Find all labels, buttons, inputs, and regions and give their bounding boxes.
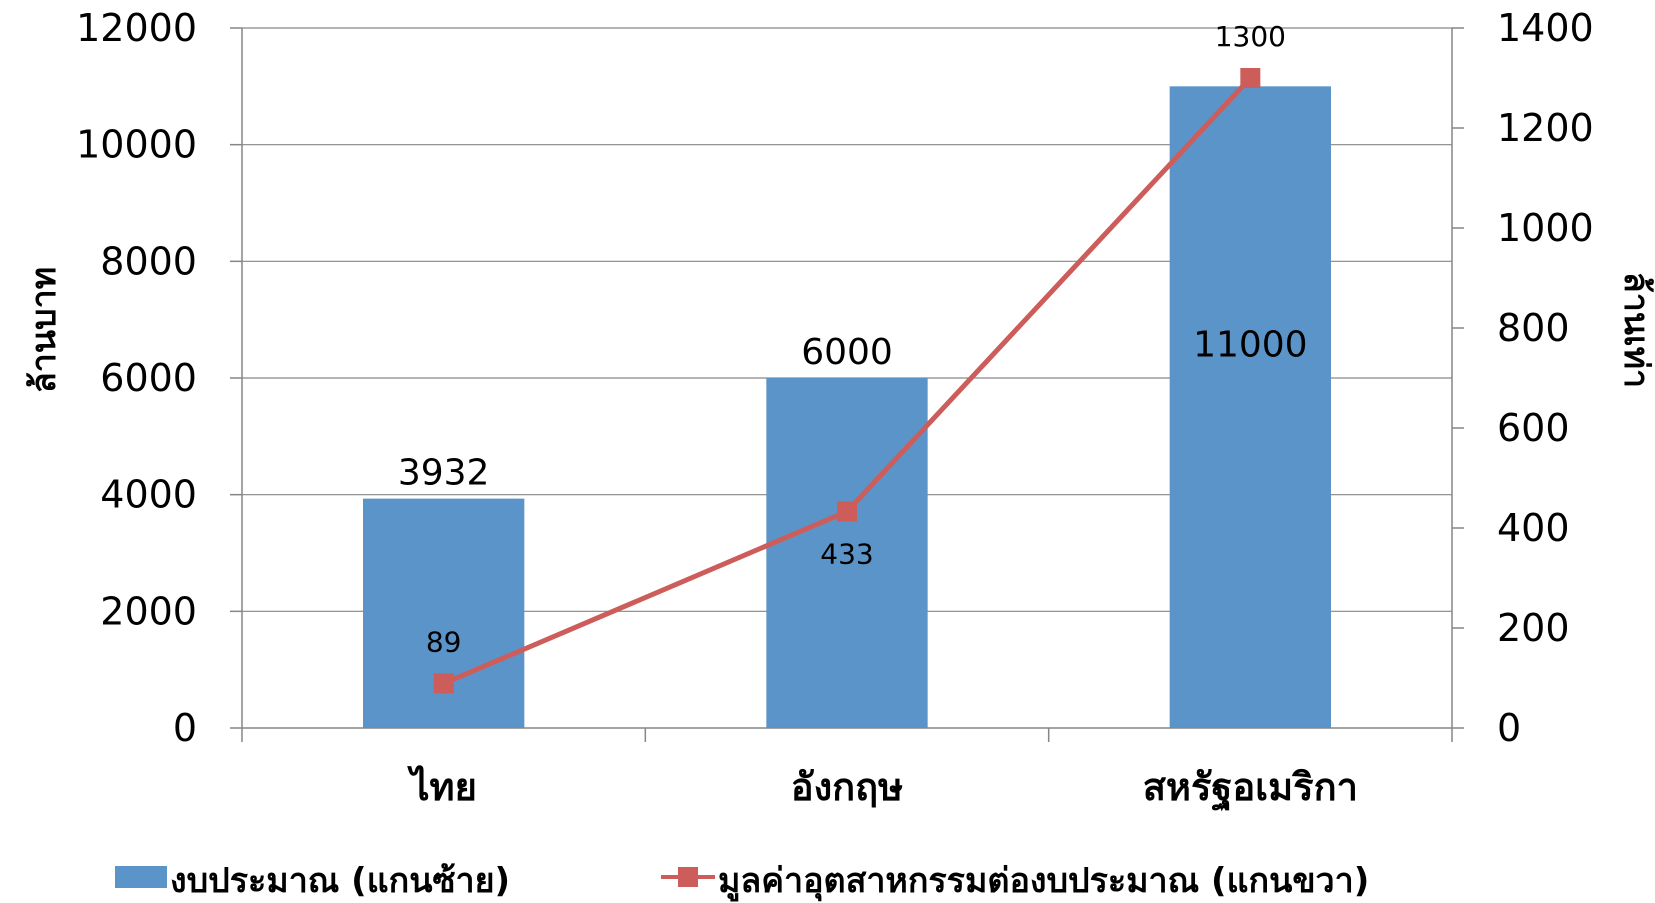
bar-series [363,86,1331,729]
line-series [433,68,1261,694]
y2-axis-title: ล้านเท่า [1616,272,1655,388]
y-tick-label: 12000 [76,6,197,50]
y2-tick-label: 1000 [1497,206,1594,250]
bar [363,498,525,728]
y-tick-label: 10000 [76,123,197,167]
line-data-label: 89 [426,626,462,659]
x-tick-label: ไทย [406,765,476,809]
bar-data-label: 3932 [398,453,490,494]
y-axis-title: ล้านบาท [24,267,64,393]
y-tick-label: 8000 [100,239,197,283]
legend-label-line: มูลค่าอุตสาหกรรมต่องบประมาณ (แกนขวา) [718,861,1369,902]
y2-tick-label: 1200 [1497,106,1594,150]
legend-swatch-bar [115,866,167,888]
y2-tick-label: 200 [1497,606,1570,650]
y-tick-label: 4000 [100,473,197,517]
bar-data-label: 11000 [1193,324,1308,365]
legend-swatch-marker [678,867,698,887]
x-tick-label: สหรัฐอเมริกา [1143,765,1358,812]
y2-tick-label: 600 [1497,406,1570,450]
bar-data-label: 6000 [801,332,893,373]
y-tick-label: 6000 [100,356,197,400]
data-labels: 3932 6000 11000 89 433 1300 [398,20,1308,659]
y2-tick-label: 1400 [1497,6,1594,50]
y2-tick-label: 400 [1497,506,1570,550]
line-marker [837,501,857,522]
line-marker [1240,68,1261,88]
bar [766,378,928,728]
y-tick-label: 2000 [100,589,197,633]
x-tick-label: อังกฤษ [791,765,903,809]
y2-tick-label: 0 [1497,706,1521,750]
line-data-label: 1300 [1215,20,1286,53]
axes: 0 2000 4000 6000 8000 10000 12000 0 200 400 600 800… [76,6,1594,812]
bar [1169,86,1331,729]
y2-tick-label: 800 [1497,306,1570,350]
legend: งบประมาณ (แกนซ้าย) มูลค่าอุตสาหกรรมต่องบ… [115,861,1369,902]
legend-label-bar: งบประมาณ (แกนซ้าย) [170,861,510,901]
line-marker [433,673,454,694]
y-tick-label: 0 [173,706,197,750]
line-data-label: 433 [820,538,873,571]
